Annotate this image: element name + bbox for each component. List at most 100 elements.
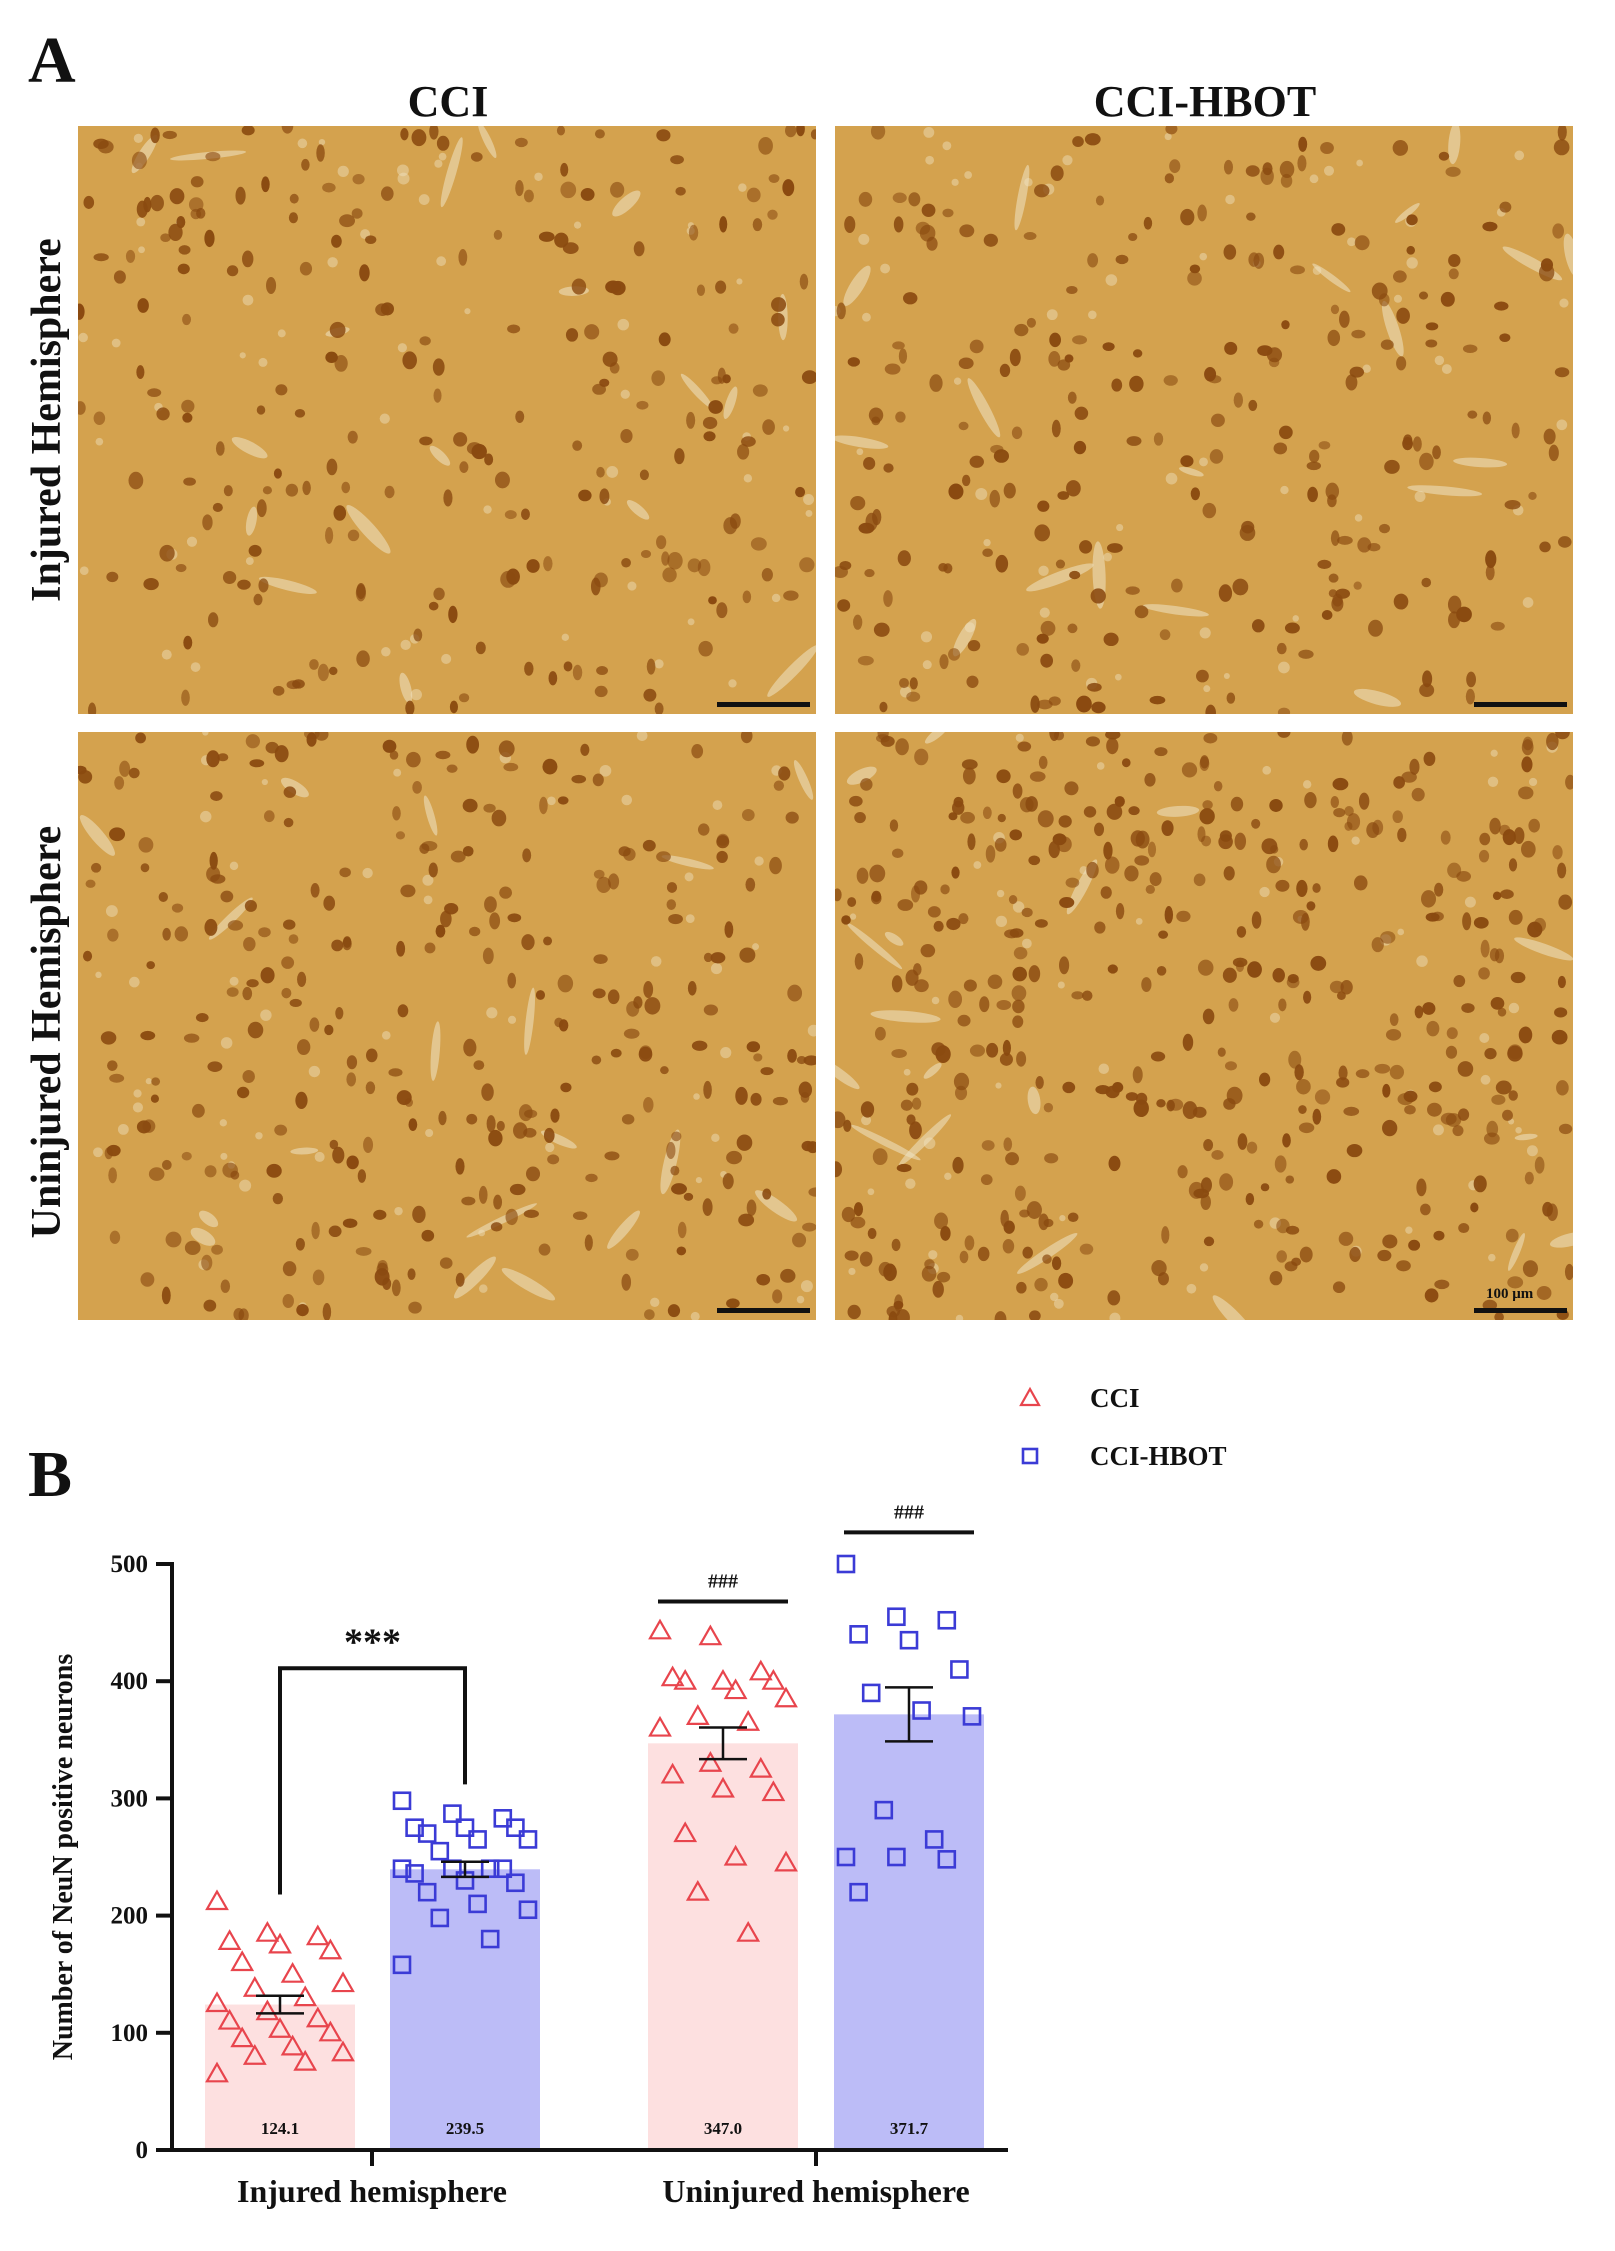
glial-cell [1088, 310, 1097, 320]
neun-positive-cell [1414, 1005, 1424, 1019]
neun-positive-cell [455, 1158, 465, 1175]
vessel [607, 1210, 641, 1249]
neun-positive-cell [470, 152, 483, 162]
neun-positive-cell [490, 1222, 503, 1232]
neun-positive-cell [1274, 1155, 1287, 1173]
neun-positive-cell [1213, 780, 1223, 792]
neun-positive-cell [1461, 1003, 1475, 1013]
neun-positive-cell [1533, 917, 1547, 933]
micrograph-image [78, 732, 816, 1320]
neun-positive-cell [1349, 366, 1365, 378]
neun-positive-cell [1382, 1083, 1391, 1098]
neun-positive-cell [1177, 1165, 1188, 1179]
neun-positive-cell [1332, 1281, 1346, 1294]
neun-positive-cell [1332, 777, 1349, 791]
glial-cell [1164, 132, 1172, 141]
neun-positive-cell [687, 558, 702, 573]
neun-positive-cell [1490, 621, 1505, 631]
neun-positive-cell [608, 873, 620, 890]
neun-positive-cell [872, 1148, 888, 1166]
neun-positive-cell [421, 1229, 435, 1242]
neun-positive-cell [1052, 833, 1067, 846]
neun-positive-cell [331, 234, 342, 248]
neun-positive-cell [921, 1265, 937, 1282]
neun-positive-cell [1062, 1081, 1076, 1094]
glial-cell [687, 618, 695, 626]
neun-positive-cell [1427, 1102, 1442, 1117]
neun-positive-cell [591, 1055, 602, 1065]
scale-bar [717, 1308, 810, 1313]
neun-positive-cell [726, 1150, 743, 1165]
neun-positive-cell [1201, 835, 1212, 847]
glial-cell [1269, 1012, 1281, 1023]
neun-positive-cell [1397, 827, 1407, 843]
neun-positive-cell [962, 474, 971, 487]
neun-positive-cell [1066, 285, 1078, 295]
neun-positive-cell [1536, 1286, 1552, 1300]
neun-positive-cell [1200, 1194, 1211, 1211]
vessel [723, 386, 738, 420]
neun-positive-cell [175, 563, 187, 573]
neun-positive-cell [1284, 622, 1300, 634]
neun-positive-cell [686, 411, 696, 429]
glial-cell [1062, 155, 1073, 166]
glial-cell [922, 660, 932, 670]
neun-positive-cell [521, 934, 535, 951]
neun-positive-cell [584, 1234, 593, 1251]
vessel [1212, 1295, 1258, 1320]
neun-positive-cell [1327, 835, 1339, 853]
vessel [198, 1210, 219, 1228]
neun-positive-cell [1485, 564, 1495, 581]
glial-cell [1021, 938, 1032, 949]
neun-positive-cell [543, 936, 553, 946]
neun-positive-cell [642, 839, 656, 852]
neun-positive-cell [1489, 817, 1501, 835]
data-point-cci-hbot [836, 1554, 856, 1574]
vessel [967, 378, 1001, 438]
neun-positive-cell [667, 552, 683, 570]
vessel [1514, 937, 1573, 961]
neun-positive-cell [1197, 204, 1207, 222]
neun-positive-cell [404, 1098, 413, 1107]
neun-positive-cell [1034, 919, 1048, 928]
significance-label: *** [344, 1621, 401, 1663]
vessel [1407, 485, 1483, 497]
neun-positive-cell [183, 1033, 200, 1043]
neun-positive-cell [1419, 683, 1435, 698]
glial-cell [862, 312, 871, 322]
glial-cell [1302, 780, 1312, 789]
neun-positive-cell [1306, 461, 1321, 471]
neun-positive-cell [895, 738, 909, 756]
neun-positive-cell [1196, 669, 1209, 683]
data-point-cci [318, 1938, 343, 1960]
neun-positive-cell [515, 179, 524, 197]
neun-positive-cell [660, 1066, 669, 1075]
neun-positive-cell [243, 936, 256, 952]
glial-cell [1347, 237, 1356, 247]
data-point-cci [648, 1715, 672, 1737]
x-category-label: Injured hemisphere [237, 2173, 507, 2209]
neun-positive-cell [171, 903, 184, 913]
neun-positive-cell [953, 1072, 970, 1091]
neun-positive-cell [610, 1048, 622, 1058]
neun-positive-cell [609, 362, 620, 374]
neun-positive-cell [1508, 909, 1523, 925]
neun-positive-cell [844, 216, 856, 233]
neun-positive-cell [1310, 955, 1327, 971]
neun-positive-cell [1014, 323, 1029, 337]
neun-positive-cell [1059, 956, 1070, 975]
glial-cell [903, 1068, 911, 1076]
glial-cell [1079, 866, 1088, 875]
neun-positive-cell [503, 762, 519, 772]
neun-positive-cell [433, 388, 442, 403]
neun-positive-cell [1502, 829, 1516, 846]
neun-positive-cell [871, 892, 882, 905]
neun-positive-cell [1266, 855, 1281, 874]
glial-cell [944, 1172, 952, 1180]
neun-positive-cell [1014, 1185, 1026, 1201]
neun-positive-cell [948, 812, 958, 821]
neun-positive-cell [1153, 432, 1164, 446]
neun-positive-cell [960, 811, 975, 824]
neun-positive-cell [1446, 1027, 1458, 1040]
neun-positive-cell [1349, 1246, 1361, 1263]
